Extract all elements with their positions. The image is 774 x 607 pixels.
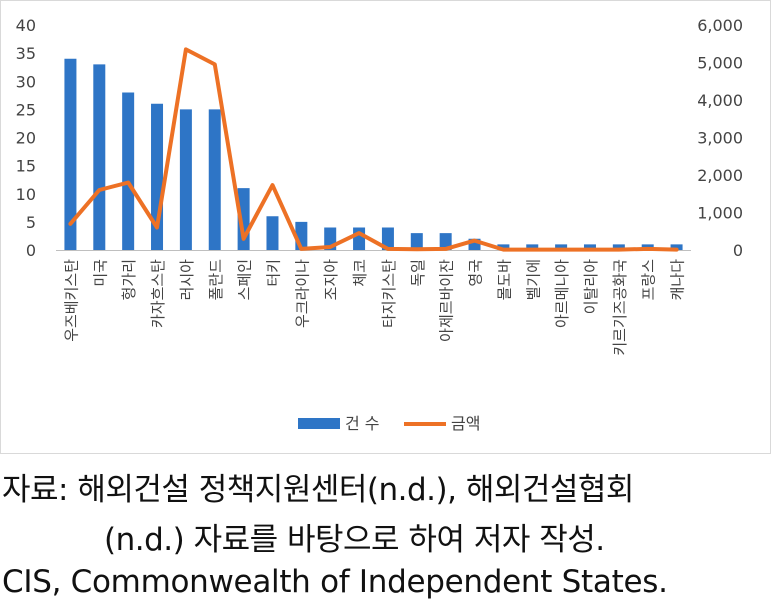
y-right-tick-label: 5,000 bbox=[697, 54, 743, 73]
y-left-tick-label: 40 bbox=[16, 16, 36, 35]
y-left-tick-label: 15 bbox=[16, 157, 36, 176]
bar bbox=[93, 64, 106, 250]
x-tick-label: 우크라이나 bbox=[293, 259, 311, 328]
bar bbox=[468, 238, 481, 250]
bar bbox=[612, 244, 625, 250]
bar bbox=[266, 216, 279, 250]
y-left-tick-label: 0 bbox=[26, 241, 36, 260]
bar bbox=[583, 244, 596, 250]
x-tick-label: 체코 bbox=[351, 259, 369, 287]
bar bbox=[179, 109, 192, 250]
bar bbox=[439, 233, 452, 250]
x-tick-label: 러시아 bbox=[178, 259, 196, 301]
line-series bbox=[68, 47, 679, 252]
x-tick-label: 미국 bbox=[91, 259, 109, 287]
x-tick-label: 타지키스탄 bbox=[380, 259, 398, 328]
x-tick-label: 아제르바이잔 bbox=[438, 259, 456, 342]
y-left-tick-label: 20 bbox=[16, 129, 36, 148]
x-tick-label: 몰도바 bbox=[495, 259, 513, 301]
y-right-tick-label: 0 bbox=[733, 241, 743, 260]
x-tick-label: 카자흐스탄 bbox=[149, 259, 167, 328]
y-left-tick-label: 10 bbox=[16, 185, 36, 204]
caption-source-line-2: (n.d.) 자료를 바탕으로 하여 저자 작성. bbox=[104, 522, 605, 558]
legend-swatch-bar bbox=[298, 418, 340, 429]
x-tick-label: 우즈베키스탄 bbox=[62, 259, 80, 342]
bar bbox=[353, 227, 366, 250]
bar bbox=[64, 58, 77, 250]
x-tick-label: 이탈리아 bbox=[582, 259, 600, 314]
x-tick-label: 아르메니아 bbox=[553, 259, 571, 328]
legend-label-bar: 건 수 bbox=[345, 414, 380, 433]
x-tick-label: 캐나다 bbox=[669, 259, 687, 301]
bar bbox=[122, 92, 135, 250]
caption-source-line-1: 자료: 해외건설 정책지원센터(n.d.), 해외건설협회 bbox=[2, 472, 634, 508]
y-left-tick-label: 25 bbox=[16, 100, 36, 119]
x-tick-label: 헝가리 bbox=[120, 259, 138, 300]
bar bbox=[497, 244, 510, 250]
y-right-tick-label: 1,000 bbox=[697, 204, 743, 223]
y-right-tick-label: 6,000 bbox=[697, 16, 743, 35]
x-tick-label: 영국 bbox=[467, 259, 485, 287]
caption-note: CIS, Commonwealth of Independent States. bbox=[2, 564, 668, 600]
x-tick-label: 키르기즈공화국 bbox=[611, 259, 629, 356]
x-tick-label: 벨기에 bbox=[524, 259, 542, 300]
chart-frame: 0 5 10 15 20 25 30 35 40 0 1,000 2,000 3,000 4,000 5,0… bbox=[0, 0, 771, 454]
x-tick-label: 독일 bbox=[409, 259, 427, 287]
bar bbox=[555, 244, 568, 250]
chart-svg: 0 5 10 15 20 25 30 35 40 0 1,000 2,000 3,000 4,000 5,0… bbox=[16, 16, 743, 433]
x-tick-label: 터키 bbox=[264, 259, 282, 287]
legend-label-line: 금액 bbox=[451, 414, 480, 433]
bar bbox=[526, 244, 539, 250]
y-right-tick-label: 4,000 bbox=[697, 91, 743, 110]
y-left-tick-label: 5 bbox=[26, 213, 36, 232]
x-tick-label: 조지아 bbox=[322, 259, 340, 301]
y-left-tick-label: 30 bbox=[16, 72, 36, 91]
y-left-tick-label: 35 bbox=[16, 44, 36, 63]
x-tick-label: 스페인 bbox=[236, 259, 254, 300]
x-tick-label: 프랑스 bbox=[640, 259, 658, 301]
x-tick-label: 폴란드 bbox=[207, 259, 225, 301]
bar bbox=[410, 233, 423, 250]
bar bbox=[208, 109, 221, 250]
y-right-tick-label: 3,000 bbox=[697, 129, 743, 148]
y-right-tick-label: 2,000 bbox=[697, 166, 743, 185]
bar bbox=[381, 227, 394, 250]
bar bbox=[670, 244, 683, 250]
